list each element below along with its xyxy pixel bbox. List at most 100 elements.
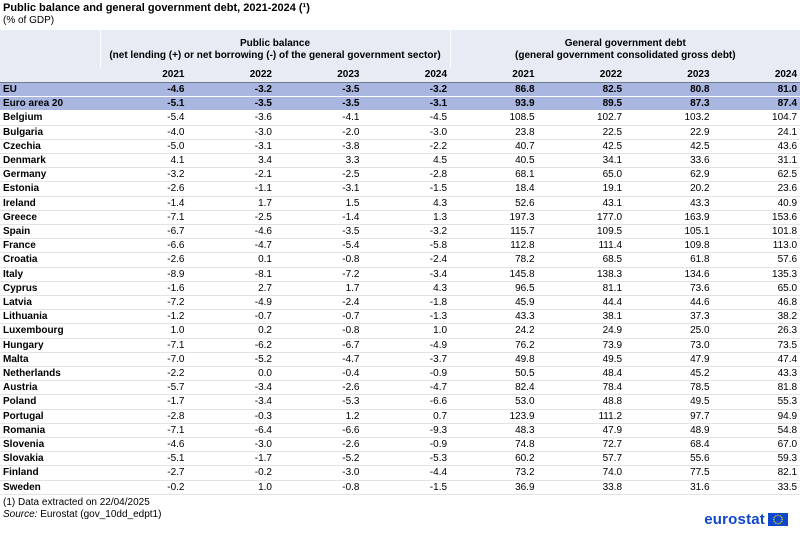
government-debt-cell: 145.8 (450, 267, 538, 282)
government-debt-cell: 48.8 (537, 394, 626, 410)
government-debt-cell: 163.9 (625, 210, 713, 226)
government-debt-cell: 43.3 (625, 196, 713, 211)
government-debt-cell: 101.8 (712, 224, 800, 240)
government-debt-cell: 49.5 (537, 352, 626, 368)
public-balance-cell: 1.0 (362, 323, 451, 339)
public-balance-cell: -2.2 (362, 139, 451, 155)
table-subtitle: (% of GDP) (3, 15, 55, 26)
public-balance-cell: -7.2 (100, 295, 188, 311)
public-balance-cell: 0.7 (362, 409, 451, 424)
government-debt-cell: 55.3 (712, 394, 800, 410)
public-balance-cell: -4.6 (100, 437, 188, 453)
public-balance-cell: -9.3 (362, 423, 451, 439)
public-balance-cell: -2.4 (275, 295, 363, 311)
government-debt-cell: 82.4 (450, 380, 538, 396)
table-row: Croatia -2.6 0.1 -0.8 -2.4 78.2 68.5 61.8 57.6 (0, 252, 800, 268)
public-balance-cell: -4.7 (187, 238, 275, 254)
public-balance-header: Public balance (net lending (+) or net b… (99, 30, 451, 68)
country-cell: Italy (0, 267, 100, 282)
government-debt-cell: 45.2 (625, 366, 713, 382)
country-cell: Romania (0, 423, 100, 439)
public-balance-cell: -6.7 (275, 338, 363, 353)
public-balance-cell: -2.6 (275, 437, 363, 453)
public-balance-cell: 0.2 (187, 323, 275, 339)
government-debt-cell: 33.6 (625, 153, 713, 169)
public-balance-cell: -0.9 (362, 366, 451, 382)
public-balance-cell: -3.1 (275, 181, 363, 197)
year-header: 2022 (537, 68, 626, 83)
corner-cell (0, 30, 100, 68)
government-debt-cell: 73.9 (537, 338, 626, 353)
government-debt-cell: 48.4 (537, 366, 626, 382)
corner-cell (0, 68, 100, 83)
government-debt-cell: 81.8 (712, 380, 800, 396)
public-balance-cell: -0.7 (275, 309, 363, 325)
public-balance-cell: -4.6 (100, 82, 188, 98)
government-debt-cell: 109.5 (537, 224, 626, 240)
government-debt-cell: 20.2 (625, 181, 713, 197)
government-debt-cell: 43.6 (712, 139, 800, 155)
public-balance-cell: -2.0 (275, 125, 363, 140)
government-debt-cell: 68.1 (450, 167, 538, 183)
government-debt-cell: 87.3 (625, 96, 713, 112)
government-debt-cell: 109.8 (625, 238, 713, 254)
public-balance-cell: -2.6 (100, 181, 188, 197)
government-debt-cell: 68.4 (625, 437, 713, 453)
table-row: Denmark 4.1 3.4 3.3 4.5 40.5 34.1 33.6 31.1 (0, 153, 800, 169)
government-debt-cell: 60.2 (450, 451, 538, 467)
government-debt-cell: 47.9 (537, 423, 626, 439)
government-debt-cell: 65.0 (712, 281, 800, 297)
government-debt-cell: 42.5 (537, 139, 626, 155)
government-debt-cell: 81.0 (712, 82, 800, 98)
public-balance-cell: 2.7 (187, 281, 275, 297)
country-cell: Belgium (0, 110, 100, 126)
public-balance-cell: -1.3 (362, 309, 451, 325)
public-balance-cell: -1.7 (187, 451, 275, 467)
government-debt-cell: 138.3 (537, 267, 626, 282)
government-debt-cell: 62.5 (712, 167, 800, 183)
public-balance-cell: -7.0 (100, 352, 188, 368)
government-debt-cell: 87.4 (712, 96, 800, 112)
government-debt-cell: 65.0 (537, 167, 626, 183)
table-row: Ireland -1.4 1.7 1.5 4.3 52.6 43.1 43.3 40.9 (0, 196, 800, 211)
public-balance-cell: -5.8 (362, 238, 451, 254)
government-debt-cell: 93.9 (450, 96, 538, 112)
government-debt-cell: 62.9 (625, 167, 713, 183)
government-debt-cell: 73.6 (625, 281, 713, 297)
public-balance-cell: -3.0 (187, 437, 275, 453)
country-cell: Hungary (0, 338, 100, 353)
public-balance-cell: -3.5 (275, 82, 363, 98)
country-cell: Estonia (0, 181, 100, 197)
public-balance-cell: -1.1 (187, 181, 275, 197)
public-balance-cell: -1.4 (100, 196, 188, 211)
year-header: 2021 (100, 68, 188, 83)
public-balance-cell: -1.2 (100, 309, 188, 325)
government-debt-cell: 74.0 (537, 465, 626, 481)
government-debt-cell: 55.6 (625, 451, 713, 467)
year-header: 2022 (187, 68, 275, 83)
public-balance-cell: -2.7 (100, 465, 188, 481)
government-debt-cell: 48.9 (625, 423, 713, 439)
table-row: Slovakia -5.1 -1.7 -5.2 -5.3 60.2 57.7 55.6 59.3 (0, 451, 800, 467)
country-cell: Luxembourg (0, 323, 100, 339)
table-body: EU -4.6 -3.2 -3.5 -3.2 86.8 82.5 80.8 81.0 Euro a… (0, 82, 800, 495)
country-cell: Malta (0, 352, 100, 368)
government-debt-cell: 50.5 (450, 366, 538, 382)
public-balance-cell: -0.4 (275, 366, 363, 382)
government-debt-cell: 73.5 (712, 338, 800, 353)
public-balance-cell: 3.4 (187, 153, 275, 169)
government-debt-cell: 73.2 (450, 465, 538, 481)
public-balance-cell: -1.5 (362, 181, 451, 197)
source-label: Source: (3, 509, 38, 520)
table-row: Greece -7.1 -2.5 -1.4 1.3 197.3 177.0 163.9 153.… (0, 210, 800, 226)
public-balance-cell: 4.1 (100, 153, 188, 169)
country-cell: Portugal (0, 409, 100, 424)
public-balance-cell: -2.5 (187, 210, 275, 226)
public-balance-cell: -3.2 (362, 224, 451, 240)
government-debt-cell: 40.7 (450, 139, 538, 155)
table-row: Netherlands -2.2 0.0 -0.4 -0.9 50.5 48.4 45.2 43… (0, 366, 800, 382)
government-debt-cell: 25.0 (625, 323, 713, 339)
table-row: Malta -7.0 -5.2 -4.7 -3.7 49.8 49.5 47.9 47.4 (0, 352, 800, 368)
public-balance-cell: -5.1 (100, 96, 188, 112)
government-debt-cell: 49.8 (450, 352, 538, 368)
